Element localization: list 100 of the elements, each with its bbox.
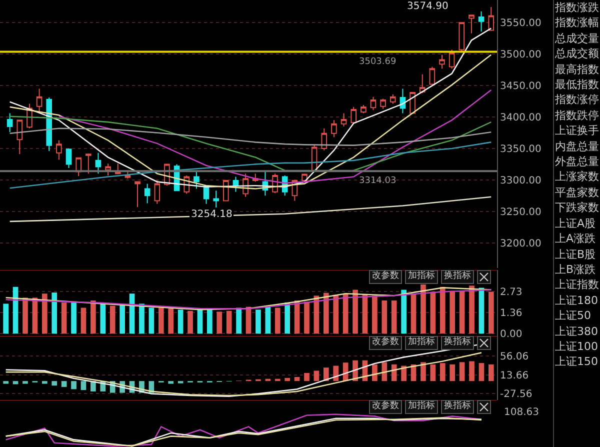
bar xyxy=(382,300,388,334)
bar xyxy=(265,306,271,334)
bar xyxy=(459,290,465,334)
bar xyxy=(197,310,203,334)
bar xyxy=(61,381,67,387)
text: 总成交量 xyxy=(554,30,600,46)
candlestick xyxy=(458,22,465,52)
text: 加指标 xyxy=(405,400,438,414)
line-series xyxy=(9,28,492,188)
text: 上A涨跌 xyxy=(554,231,597,246)
bar xyxy=(3,381,8,384)
y-tick-label: 3450.00 xyxy=(500,81,542,92)
candlestick xyxy=(194,171,200,190)
bar xyxy=(314,370,320,382)
bar xyxy=(3,304,8,334)
bar xyxy=(52,381,58,386)
candlestick xyxy=(400,88,406,114)
text: 内盘总量 xyxy=(554,138,600,154)
bar xyxy=(42,381,48,384)
bar xyxy=(71,381,76,390)
bar xyxy=(42,294,48,334)
candlestick xyxy=(232,176,239,192)
bar xyxy=(469,286,474,334)
text: 换指标 xyxy=(441,400,474,414)
y-tick-label: 3350.00 xyxy=(500,144,542,155)
line-series xyxy=(5,352,482,396)
bar xyxy=(352,290,358,334)
candlestick xyxy=(6,112,13,133)
bar xyxy=(478,363,484,382)
bar xyxy=(236,308,242,334)
text: 指数跌停 xyxy=(554,108,600,124)
bar xyxy=(333,366,339,382)
text: 上证100 xyxy=(554,338,599,354)
candlestick xyxy=(16,120,23,155)
line-series xyxy=(9,196,492,222)
bar xyxy=(401,366,406,382)
bar xyxy=(304,302,310,334)
line-series xyxy=(9,142,492,189)
candlestick xyxy=(85,153,92,174)
candlestick xyxy=(439,54,445,70)
bar xyxy=(450,290,456,334)
bar xyxy=(391,364,397,382)
bar xyxy=(120,304,125,334)
text: 最低指数 xyxy=(554,77,600,92)
annotation: 改参数 xyxy=(369,336,402,350)
candlestick xyxy=(331,120,337,138)
bar xyxy=(372,364,378,382)
text: 上证180 xyxy=(554,292,599,308)
bar xyxy=(410,294,416,334)
bar xyxy=(440,363,446,382)
candlestick xyxy=(223,179,229,202)
candlestick xyxy=(105,163,111,176)
annotation: 换指标 xyxy=(441,336,474,350)
bar xyxy=(459,362,465,382)
candlestick xyxy=(144,183,150,204)
text: 上证150 xyxy=(554,354,599,370)
bar xyxy=(323,292,329,334)
annotation: 加指标 xyxy=(405,270,438,284)
bar xyxy=(61,302,67,334)
text: 上证换手 xyxy=(554,123,600,139)
bar xyxy=(158,308,164,334)
y-tick-label: 0.00 xyxy=(500,329,522,340)
annotation: 改参数 xyxy=(369,270,402,284)
text: 总成交额 xyxy=(554,46,600,62)
candlestick xyxy=(370,96,376,111)
candlestick xyxy=(36,88,42,112)
annotation: 3254.18 xyxy=(191,209,232,220)
annotation: 3574.90 xyxy=(407,1,448,12)
bar xyxy=(256,310,261,334)
bar xyxy=(80,381,86,390)
bar xyxy=(90,300,96,334)
bar xyxy=(148,308,154,334)
bar xyxy=(168,308,174,334)
candlestick xyxy=(478,10,484,32)
bar xyxy=(391,300,397,334)
bar xyxy=(323,368,329,382)
line-series xyxy=(58,89,492,184)
candlestick xyxy=(360,104,366,114)
candlestick xyxy=(390,94,396,104)
candlestick xyxy=(429,66,436,86)
bar xyxy=(450,364,456,382)
y-tick-label: 3250.00 xyxy=(500,206,542,218)
text: 上证A股 xyxy=(554,216,597,232)
bar xyxy=(80,308,86,334)
bar xyxy=(333,294,339,334)
bar xyxy=(488,364,494,382)
text: 上B涨跌 xyxy=(554,262,597,278)
bar xyxy=(12,381,18,384)
bar xyxy=(139,304,144,334)
y-tick-label: 3550.00 xyxy=(500,18,542,30)
candlestick xyxy=(95,152,102,174)
y-tick-label: 13.66 xyxy=(500,370,529,382)
y-tick-label: 3200.00 xyxy=(500,238,542,250)
ref-line-label: 3503.69 xyxy=(359,57,396,67)
bar xyxy=(207,308,212,334)
text: 下跌家数 xyxy=(554,200,600,216)
bar xyxy=(100,304,106,334)
y-tick-label: 2.73 xyxy=(500,286,522,298)
bar xyxy=(284,378,290,382)
candlestick xyxy=(321,128,328,151)
